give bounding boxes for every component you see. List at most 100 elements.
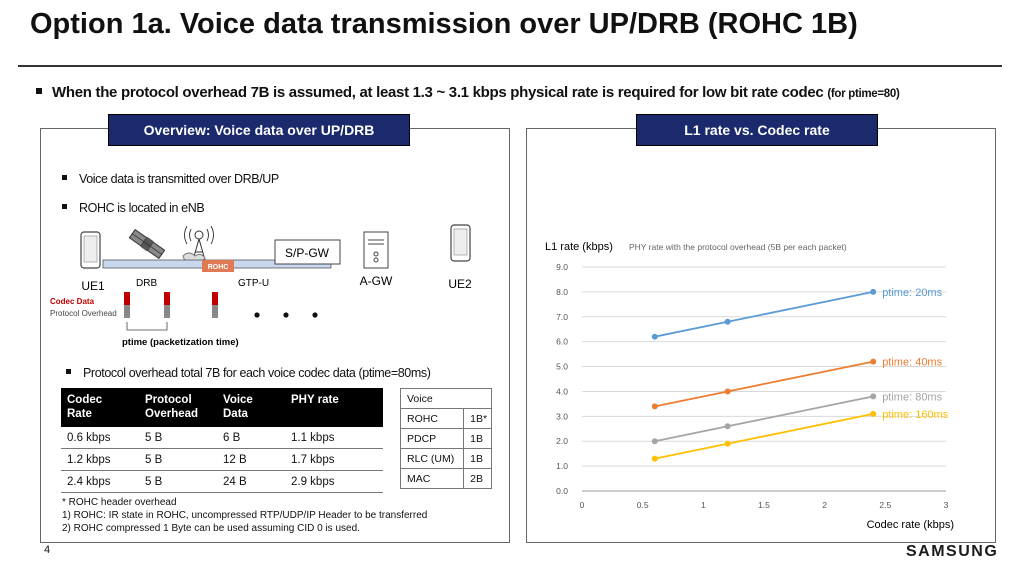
series-label: ptime: 20ms [882, 287, 942, 299]
bullet-square-icon [36, 88, 42, 95]
table-row: ROHC 1B* [399, 408, 492, 429]
table-cell: 1B [463, 428, 492, 449]
series-line [654, 395, 874, 443]
y-tick-label: 8.0 [556, 287, 568, 297]
y-tick-label: 1.0 [556, 461, 568, 471]
rohc-label: ROHC [208, 264, 229, 271]
data-point [651, 333, 658, 340]
rate-table-header: Codec Rate Protocol Overhead Voice Data PHY… [61, 388, 383, 427]
l1-rate-chart: L1 rate (kbps) PHY rate with the protocol… [545, 241, 954, 531]
data-point [870, 410, 877, 417]
footnote: * ROHC header overhead [62, 497, 177, 508]
x-tick-label: 3 [944, 500, 949, 510]
bullet-drb: Voice data is transmitted over DRB/UP [62, 172, 279, 186]
y-tick-label: 6.0 [556, 337, 568, 347]
gtpu-label: GTP-U [238, 278, 269, 289]
series-line [654, 360, 874, 408]
y-axis-note: PHY rate with the protocol overhead (5B … [629, 242, 847, 252]
series-label: ptime: 80ms [882, 391, 942, 403]
protocol-overhead-label: Protocol Overhead [50, 309, 117, 318]
bullet-square-icon [66, 369, 71, 375]
rohc-box [202, 260, 234, 272]
x-tick-label: 2.5 [879, 500, 891, 510]
y-tick-label: 2.0 [556, 436, 568, 446]
table-row: 1.2 kbps 5 B 12 B 1.7 kbps [61, 448, 383, 471]
table-cell: 12 B [217, 448, 285, 471]
drb-label: DRB [136, 278, 157, 289]
ue1-phone-icon [80, 231, 101, 269]
table-cell: PDCP [399, 428, 465, 449]
table-cell: RLC (UM) [399, 448, 465, 469]
main-bullet-note: (for ptime=80) [827, 88, 900, 100]
data-point [870, 393, 877, 400]
data-point [651, 438, 658, 445]
bullet-overhead: Protocol overhead total 7B for each voic… [66, 366, 431, 380]
y-tick-label: 9.0 [556, 262, 568, 272]
packet-3 [212, 292, 218, 318]
header-codec-rate: Codec Rate [61, 388, 139, 427]
table-cell: 2.4 kbps [61, 470, 139, 493]
x-tick-label: 2 [822, 500, 827, 510]
x-axis-label: Codec rate (kbps) [867, 519, 954, 531]
x-tick-label: 1.5 [758, 500, 770, 510]
stack-header: Voice [400, 388, 492, 409]
data-point [724, 440, 731, 447]
bullet-square-icon [62, 204, 67, 210]
table-cell: ROHC [399, 408, 465, 429]
rate-table: Codec Rate Protocol Overhead Voice Data PHY… [61, 388, 383, 493]
ellipsis-dot [283, 312, 289, 318]
table-row: Voice [400, 388, 492, 409]
table-cell: 1.2 kbps [61, 448, 139, 471]
table-cell: 6 B [217, 427, 285, 449]
page-title: Option 1a. Voice data transmission over … [30, 8, 858, 40]
ptime-label: ptime (packetization time) [122, 337, 239, 348]
data-point [651, 455, 658, 462]
samsung-logo: SAMSUNG [906, 543, 999, 560]
table-cell: MAC [399, 468, 465, 489]
server-icon [363, 231, 389, 269]
ptime-bracket [126, 322, 168, 331]
packet-2 [164, 292, 170, 318]
packet-1 [124, 292, 130, 318]
table-row: RLC (UM) 1B [399, 448, 492, 469]
main-bullet-text: When the protocol overhead 7B is assumed… [52, 84, 824, 101]
y-tick-label: 0.0 [556, 486, 568, 496]
table-cell: 1B [463, 448, 492, 469]
data-point [870, 358, 877, 365]
agw-label: A-GW [360, 274, 393, 288]
x-tick-label: 0 [580, 500, 585, 510]
ellipsis-dot [312, 312, 318, 318]
data-point [724, 388, 731, 395]
protocol-stack-table: Voice ROHC 1B* PDCP 1B RLC (UM) 1B MAC 2B [399, 388, 492, 489]
table-cell: 2.9 kbps [285, 470, 383, 493]
table-row: PDCP 1B [399, 428, 492, 449]
table-row: 0.6 kbps 5 B 6 B 1.1 kbps [61, 427, 383, 449]
data-point [651, 403, 658, 410]
ue1-label: UE1 [81, 279, 105, 293]
ue2-phone-icon [450, 224, 471, 262]
network-diagram: ROHC S/P-GW A-GW UE2 UE1 DRB GTP-U Codec… [50, 224, 472, 348]
page-number: 4 [44, 544, 51, 556]
data-point [724, 423, 731, 430]
codec-data-label: Codec Data [50, 297, 95, 306]
title-divider [18, 65, 1002, 67]
series-label: ptime: 160ms [882, 409, 949, 421]
header-protocol-overhead: Protocol Overhead [139, 388, 217, 427]
table-cell: 2B [463, 468, 492, 489]
table-cell: 1.7 kbps [285, 448, 383, 471]
series-label: ptime: 40ms [882, 357, 942, 369]
table-cell: 1B* [463, 408, 492, 429]
y-tick-label: 4.0 [556, 386, 568, 396]
x-tick-label: 1 [701, 500, 706, 510]
chart-header: L1 rate vs. Codec rate [636, 114, 878, 146]
table-row: 2.4 kbps 5 B 24 B 2.9 kbps [61, 470, 383, 493]
x-tick-label: 0.5 [637, 500, 649, 510]
footnote: 2) ROHC compressed 1 Byte can be used as… [62, 523, 360, 534]
bullet-rohc: ROHC is located in eNB [62, 201, 205, 215]
table-cell: 5 B [139, 448, 217, 471]
footnote: 1) ROHC: IR state in ROHC, uncompressed … [62, 510, 428, 521]
bullet-overhead-text: Protocol overhead total 7B for each voic… [83, 366, 431, 380]
spgw-label: S/P-GW [285, 246, 330, 260]
y-tick-label: 7.0 [556, 312, 568, 322]
table-cell: 0.6 kbps [61, 427, 139, 449]
